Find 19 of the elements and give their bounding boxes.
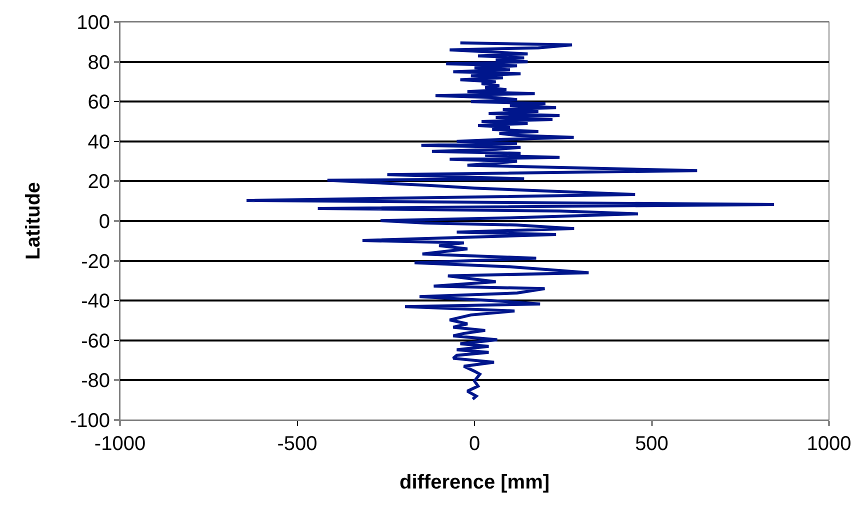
- x-tick-label: -500: [277, 433, 318, 455]
- x-tick-label: 500: [635, 433, 668, 455]
- x-tick-label: 0: [468, 433, 480, 455]
- y-tick-label: 60: [88, 92, 110, 114]
- y-tick-label: 0: [98, 211, 110, 233]
- x-tick-label: -1000: [94, 433, 146, 455]
- y-tick-label: -20: [81, 250, 110, 273]
- y-tick-label: -100: [70, 410, 110, 432]
- y-tick-label: 20: [88, 171, 110, 194]
- line-series: [245, 41, 776, 401]
- y-tick-label: 80: [88, 52, 110, 74]
- y-axis-title: Latitude: [22, 182, 45, 260]
- y-tick-label: -60: [81, 330, 110, 352]
- x-tick-label: 1000: [806, 433, 852, 455]
- y-tick-label: 100: [76, 12, 110, 34]
- y-tick-label: 40: [88, 131, 110, 154]
- y-tick-label: -80: [81, 370, 110, 392]
- x-axis-title: difference [mm]: [399, 472, 550, 494]
- y-tick-label: -40: [81, 290, 110, 313]
